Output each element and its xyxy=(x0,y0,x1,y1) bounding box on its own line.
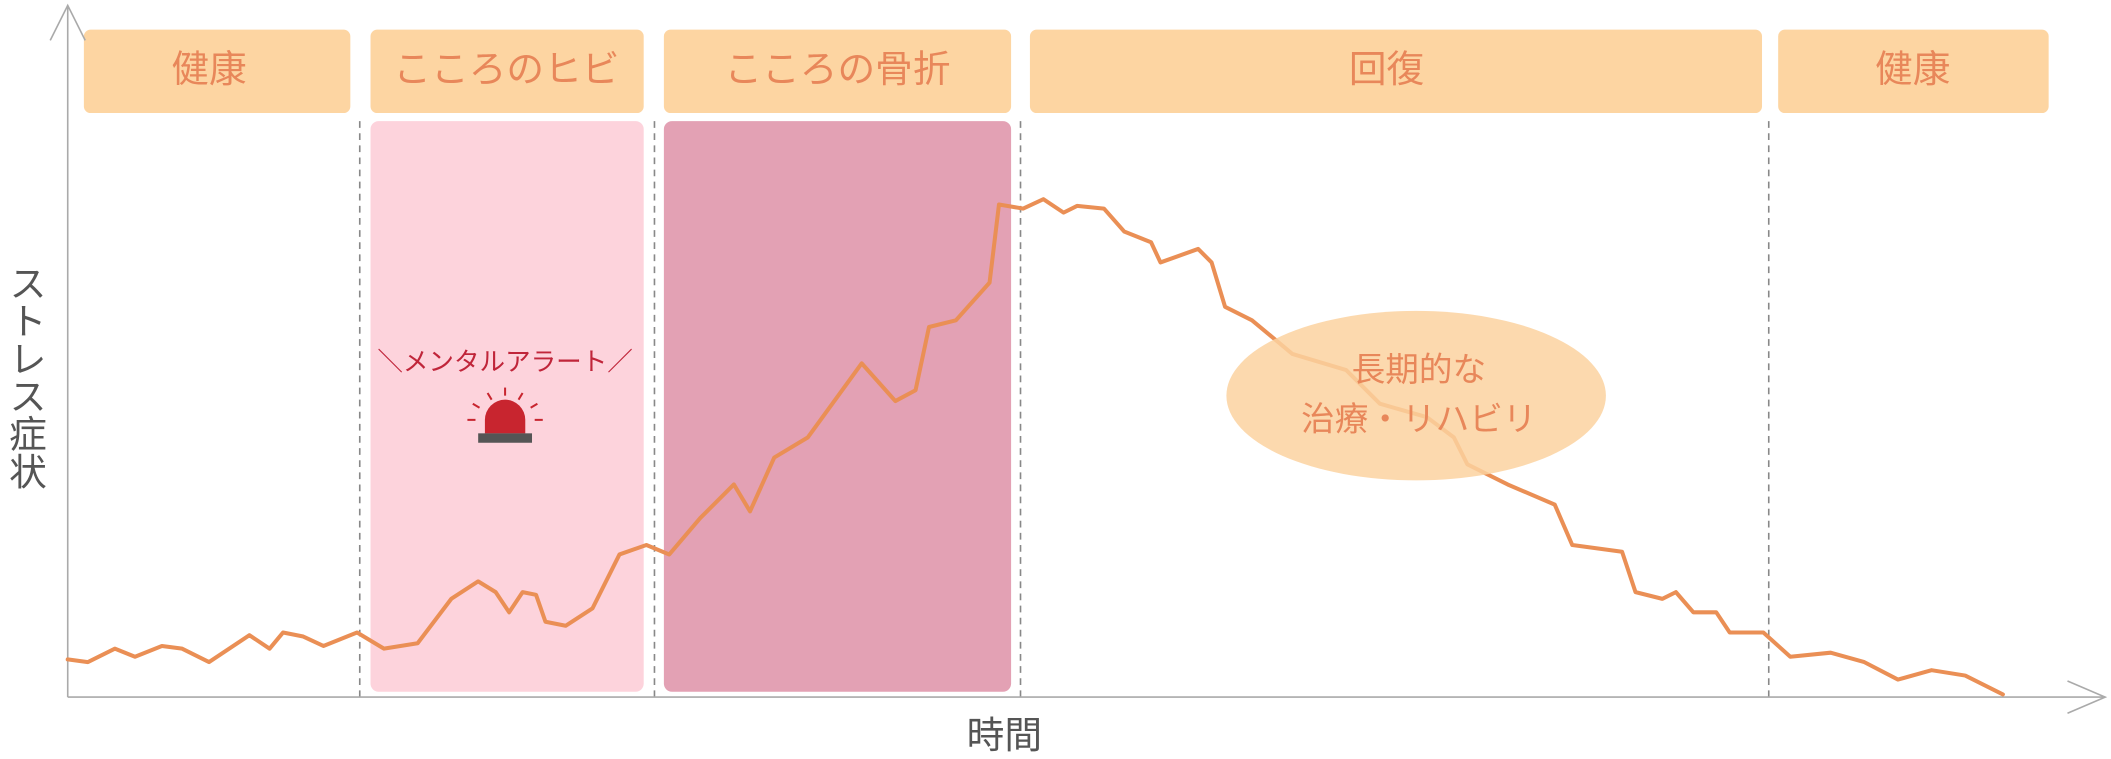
fracture-band xyxy=(663,121,1012,692)
phase-label: 健康 xyxy=(1875,47,1950,91)
phase-label: 回復 xyxy=(1349,47,1424,91)
stress-curve xyxy=(65,197,2005,697)
phase-headers: 健康 こころのヒビ こころの骨折 回復 健康 xyxy=(83,29,2049,114)
x-axis-label: 時間 xyxy=(967,713,1042,757)
phase-label: 健康 xyxy=(171,47,246,91)
callout-line: 治療・リハビリ xyxy=(1301,400,1536,439)
y-axis-label: ストレス症状 xyxy=(2,264,46,490)
axes xyxy=(49,3,2108,714)
alert-label: ＼メンタルアラート／ xyxy=(377,347,632,377)
phase-label: こころの骨折 xyxy=(724,47,950,91)
callout-ellipse xyxy=(1226,310,1606,481)
callout-line: 長期的な xyxy=(1352,350,1487,389)
siren-icon xyxy=(467,387,543,443)
phase-label: こころのヒビ xyxy=(393,47,619,91)
